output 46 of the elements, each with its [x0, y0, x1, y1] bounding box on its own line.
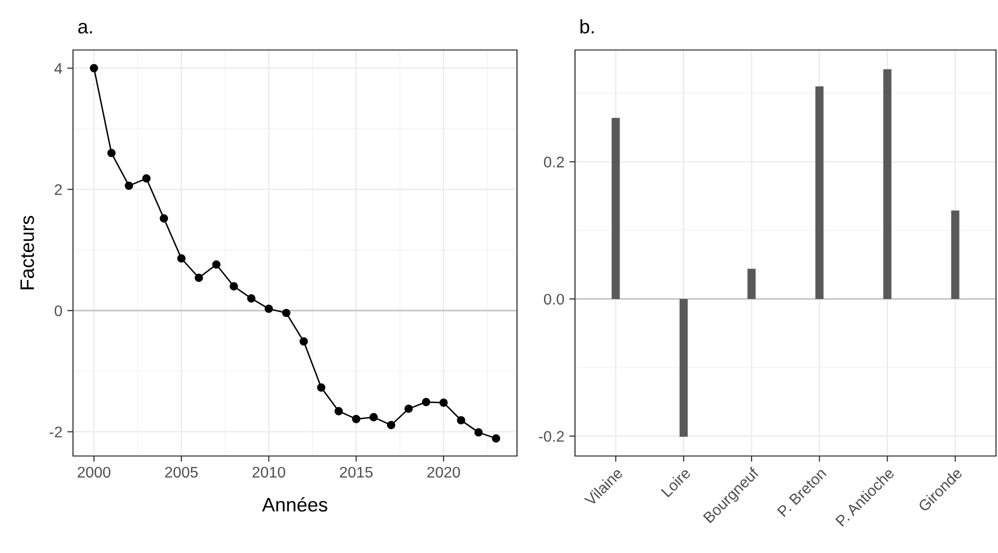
y-tick-label: -0.2 [538, 430, 564, 442]
x-tick-label: 2020 [427, 466, 460, 478]
point [264, 304, 273, 313]
point [194, 274, 204, 282]
x-tick-label: 2010 [252, 466, 286, 478]
bar [680, 298, 688, 437]
point [90, 64, 98, 72]
point [352, 414, 360, 424]
bar [815, 86, 824, 299]
x-tick-label: 2005 [165, 466, 198, 478]
x-tick-label: 2015 [340, 466, 373, 478]
y-tick-label: 0.0 [544, 294, 564, 305]
y-tick-label: 2 [54, 184, 62, 195]
x-axis-title: Années [262, 497, 328, 512]
point [160, 214, 168, 223]
point [369, 413, 378, 422]
point [422, 398, 430, 406]
bar [747, 268, 756, 299]
y-tick-label: -2 [50, 426, 62, 438]
y-axis-title: Facteurs [20, 216, 34, 290]
point [107, 148, 116, 158]
point [474, 428, 483, 437]
point [317, 383, 326, 392]
y-tick-label: 0.2 [544, 156, 564, 168]
chart-title: b. [580, 19, 594, 34]
y-tick-label: 0 [54, 305, 62, 316]
point [230, 282, 238, 290]
point [386, 420, 396, 430]
point [404, 404, 413, 413]
bar [951, 210, 960, 299]
point [300, 337, 308, 346]
point [334, 406, 343, 416]
point [124, 182, 134, 190]
point [439, 398, 448, 407]
x-tick-label: 2000 [78, 466, 110, 478]
point [456, 416, 466, 424]
point [282, 308, 290, 318]
point [142, 174, 151, 183]
y-tick-label: 4 [54, 63, 62, 74]
point [247, 294, 256, 303]
point [212, 260, 221, 269]
chart-title: a. [78, 22, 92, 34]
bar [883, 69, 892, 299]
bar [612, 118, 620, 299]
point [492, 434, 500, 443]
point [177, 254, 186, 263]
